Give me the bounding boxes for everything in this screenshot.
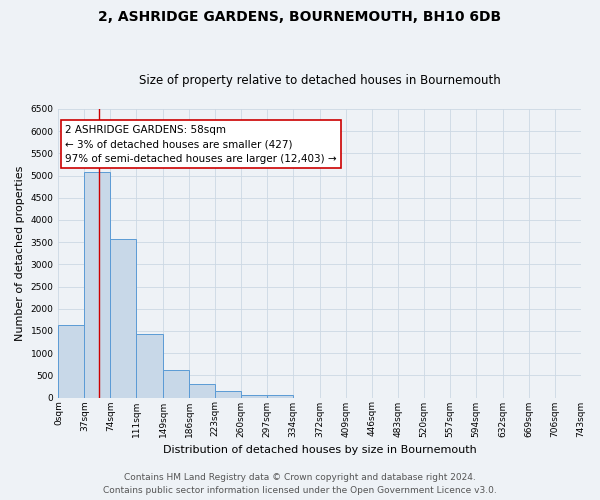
Bar xyxy=(110,238,136,398)
Bar xyxy=(163,370,189,398)
Text: Contains HM Land Registry data © Crown copyright and database right 2024.
Contai: Contains HM Land Registry data © Crown c… xyxy=(103,474,497,495)
Title: Size of property relative to detached houses in Bournemouth: Size of property relative to detached ho… xyxy=(139,74,500,87)
Bar xyxy=(215,391,241,398)
Bar xyxy=(241,395,267,398)
Y-axis label: Number of detached properties: Number of detached properties xyxy=(15,166,25,341)
Bar xyxy=(136,334,163,398)
X-axis label: Distribution of detached houses by size in Bournemouth: Distribution of detached houses by size … xyxy=(163,445,476,455)
Text: 2 ASHRIDGE GARDENS: 58sqm
← 3% of detached houses are smaller (427)
97% of semi-: 2 ASHRIDGE GARDENS: 58sqm ← 3% of detach… xyxy=(65,124,337,164)
Bar xyxy=(267,396,293,398)
Bar xyxy=(189,384,215,398)
Bar xyxy=(85,172,110,398)
Text: 2, ASHRIDGE GARDENS, BOURNEMOUTH, BH10 6DB: 2, ASHRIDGE GARDENS, BOURNEMOUTH, BH10 6… xyxy=(98,10,502,24)
Bar xyxy=(58,324,85,398)
